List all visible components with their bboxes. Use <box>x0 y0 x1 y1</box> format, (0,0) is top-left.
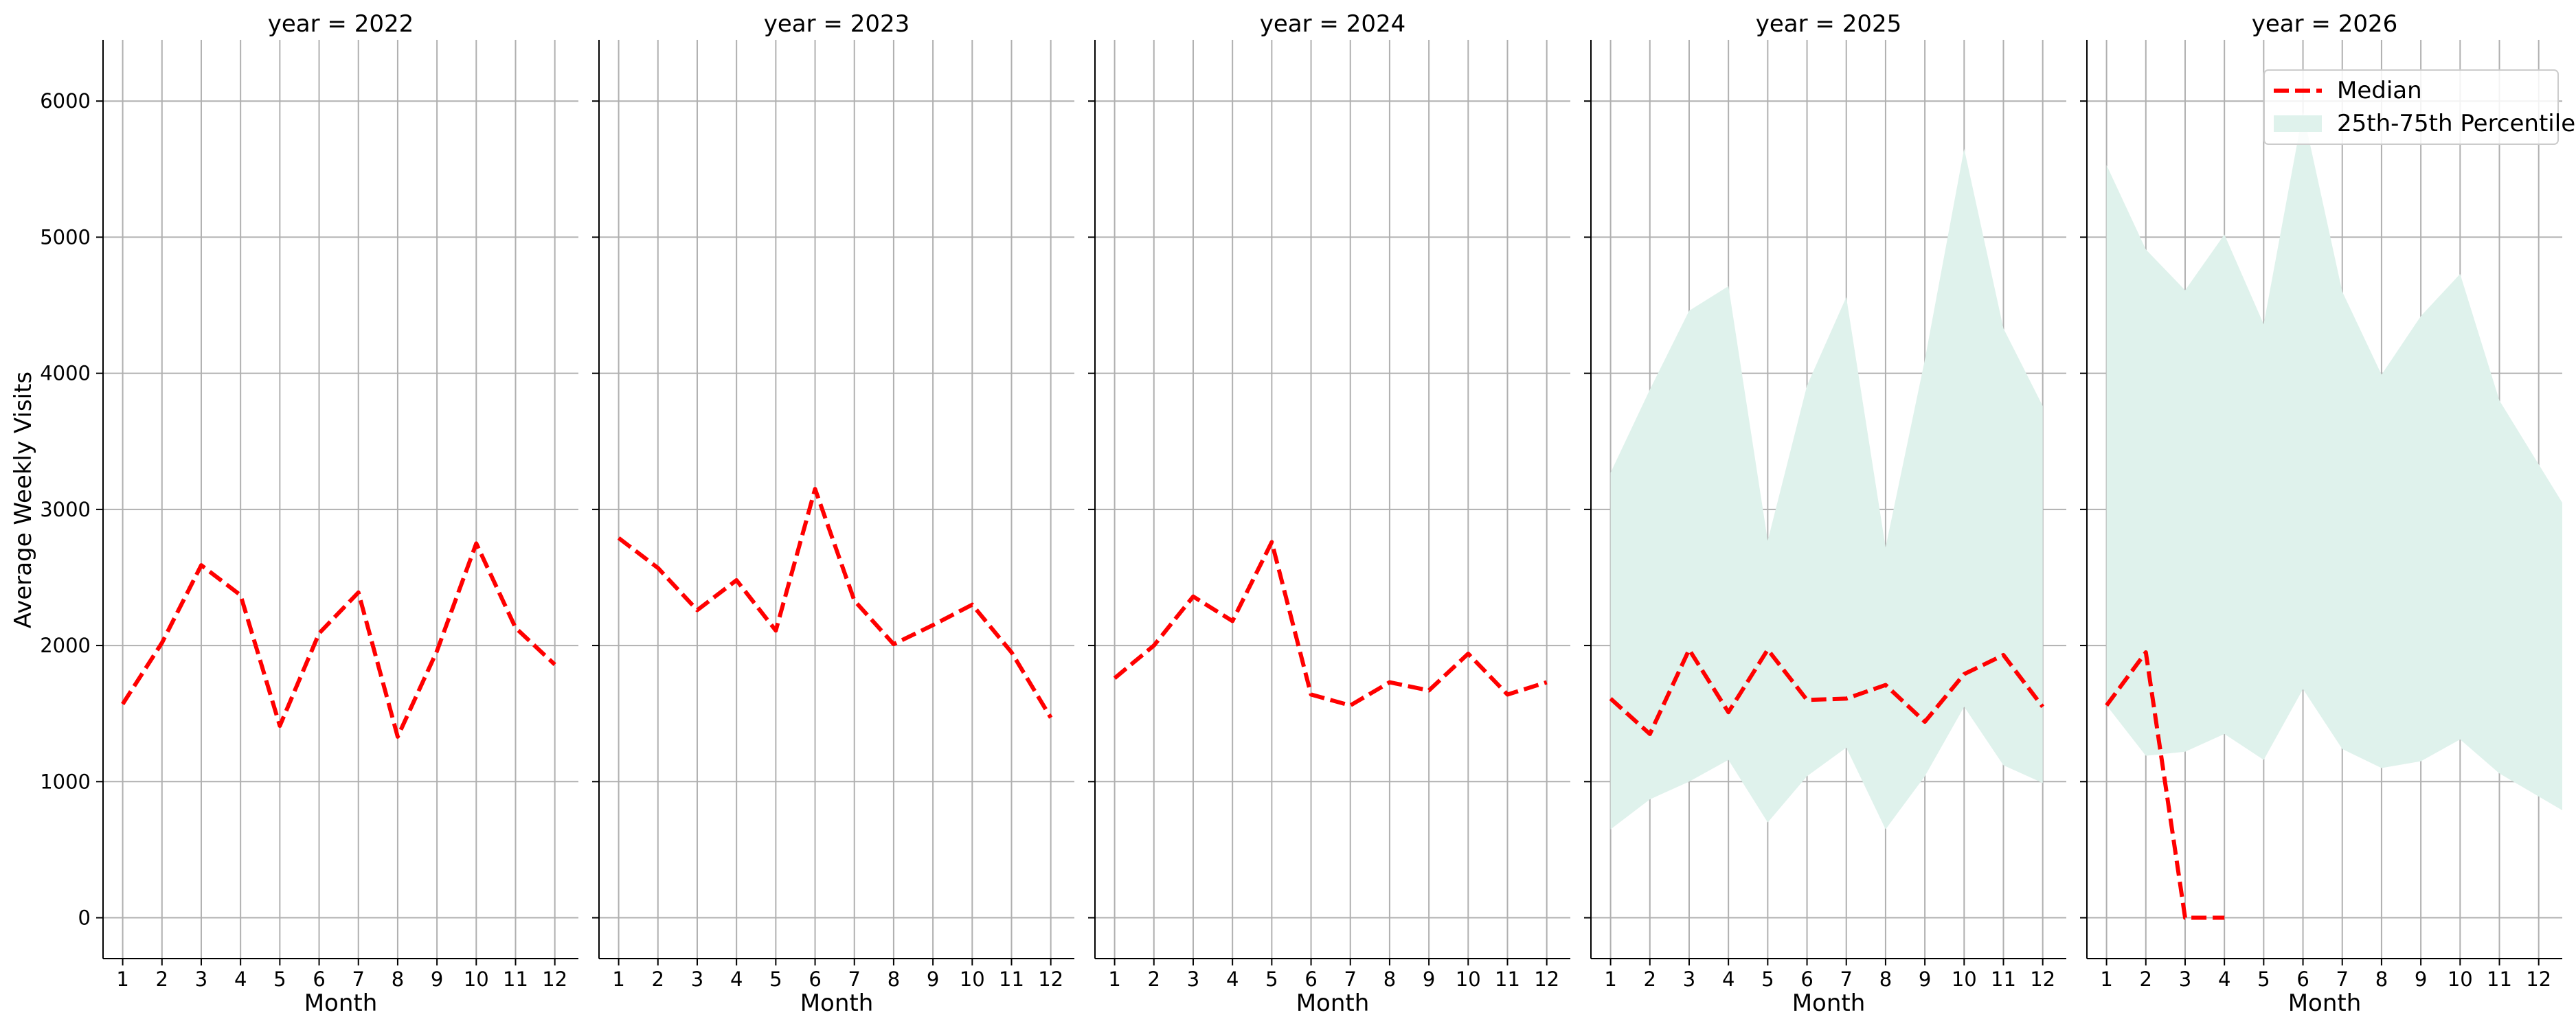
x-tick-label: 12 <box>1038 968 1063 991</box>
x-tick-label: 7 <box>2336 968 2349 991</box>
x-tick-label: 1 <box>1108 968 1120 991</box>
panel-1: 1 2 3 4 5 6 7 8 9 10 11 120100020003000400050006000… <box>40 10 578 1017</box>
x-tick-label: 7 <box>352 968 365 991</box>
x-tick-label: 7 <box>848 968 861 991</box>
x-tick-label: 1 <box>2100 968 2112 991</box>
x-tick-label: 3 <box>1187 968 1199 991</box>
y-tick-label: 0 <box>78 906 91 930</box>
x-tick-label: 2 <box>1148 968 1160 991</box>
x-tick-label: 10 <box>464 968 489 991</box>
legend-median-label: Median <box>2337 77 2422 104</box>
x-tick-label: 9 <box>1919 968 1931 991</box>
x-axis-label: Month <box>1296 989 1370 1017</box>
y-tick-label: 3000 <box>40 498 91 521</box>
x-tick-label: 5 <box>1265 968 1278 991</box>
y-tick-label: 5000 <box>40 225 91 249</box>
x-tick-label: 6 <box>313 968 325 991</box>
x-tick-label: 5 <box>1761 968 1774 991</box>
x-tick-label: 2 <box>1644 968 1656 991</box>
median-line <box>617 487 1053 719</box>
x-tick-label: 2 <box>2140 968 2152 991</box>
x-tick-label: 9 <box>2415 968 2427 991</box>
x-tick-label: 9 <box>431 968 443 991</box>
median-line <box>1113 540 1548 708</box>
x-tick-label: 2 <box>156 968 168 991</box>
x-tick-label: 4 <box>1226 968 1239 991</box>
x-tick-label: 3 <box>691 968 703 991</box>
x-tick-label: 1 <box>1604 968 1616 991</box>
legend-box <box>2263 69 2559 145</box>
x-tick-label: 5 <box>273 968 286 991</box>
y-tick-label: 2000 <box>40 634 91 657</box>
x-tick-label: 1 <box>116 968 128 991</box>
x-tick-label: 3 <box>2179 968 2191 991</box>
legend-band-swatch <box>2274 115 2322 132</box>
x-tick-label: 12 <box>542 968 567 991</box>
x-tick-label: 9 <box>1423 968 1435 991</box>
x-tick-label: 12 <box>2526 968 2551 991</box>
median-line <box>2105 650 2225 920</box>
x-tick-label: 2 <box>652 968 664 991</box>
x-tick-label: 4 <box>730 968 743 991</box>
x-tick-label: 12 <box>1534 968 1559 991</box>
x-tick-label: 11 <box>503 968 528 991</box>
x-tick-label: 6 <box>1800 968 1813 991</box>
x-tick-label: 3 <box>1683 968 1695 991</box>
y-tick-label: 4000 <box>40 362 91 385</box>
x-tick-label: 10 <box>960 968 985 991</box>
x-tick-label: 8 <box>392 968 404 991</box>
panels: 1 2 3 4 5 6 7 8 9 10 11 120100020003000400050006000… <box>40 10 2575 1017</box>
median-line <box>121 541 556 739</box>
percentile-band <box>1610 148 2043 829</box>
x-tick-label: 10 <box>1952 968 1977 991</box>
panel-title: year = 2023 <box>764 10 909 38</box>
x-tick-label: 11 <box>1991 968 2016 991</box>
x-tick-label: 5 <box>769 968 782 991</box>
x-tick-label: 6 <box>2296 968 2309 991</box>
x-axis-label: Month <box>2288 989 2362 1017</box>
y-tick-label: 6000 <box>40 89 91 113</box>
x-tick-label: 4 <box>1722 968 1735 991</box>
x-tick-label: 8 <box>1879 968 1892 991</box>
x-axis-label: Month <box>304 989 378 1017</box>
y-tick-label: 1000 <box>40 770 91 793</box>
percentile-band <box>2106 112 2562 810</box>
y-axis-label: Average Weekly Visits <box>10 371 37 628</box>
x-tick-label: 4 <box>2218 968 2230 991</box>
x-tick-label: 6 <box>1304 968 1317 991</box>
x-axis-label: Month <box>800 989 874 1017</box>
x-tick-label: 3 <box>195 968 207 991</box>
x-tick-label: 11 <box>1495 968 1520 991</box>
x-tick-label: 9 <box>927 968 939 991</box>
x-axis-label: Month <box>1792 989 1866 1017</box>
panel-title: year = 2022 <box>268 10 414 38</box>
x-tick-label: 8 <box>888 968 900 991</box>
x-tick-label: 7 <box>1840 968 1853 991</box>
x-tick-label: 8 <box>2375 968 2388 991</box>
panel-title: year = 2024 <box>1260 10 1405 38</box>
median-line <box>1609 648 2045 736</box>
x-tick-label: 11 <box>2487 968 2512 991</box>
x-tick-label: 10 <box>2448 968 2473 991</box>
panel-title: year = 2025 <box>1756 10 1901 38</box>
x-tick-label: 8 <box>1383 968 1396 991</box>
panel-title: year = 2026 <box>2252 10 2397 38</box>
x-tick-label: 4 <box>234 968 247 991</box>
legend: Median 25th-75th Percentile <box>2263 69 2575 145</box>
x-tick-label: 7 <box>1344 968 1357 991</box>
x-tick-label: 5 <box>2257 968 2270 991</box>
x-tick-label: 12 <box>2030 968 2055 991</box>
x-tick-label: 10 <box>1456 968 1481 991</box>
x-tick-label: 11 <box>999 968 1024 991</box>
legend-band-label: 25th-75th Percentile <box>2337 110 2575 137</box>
x-tick-label: 6 <box>809 968 821 991</box>
x-tick-label: 1 <box>612 968 624 991</box>
